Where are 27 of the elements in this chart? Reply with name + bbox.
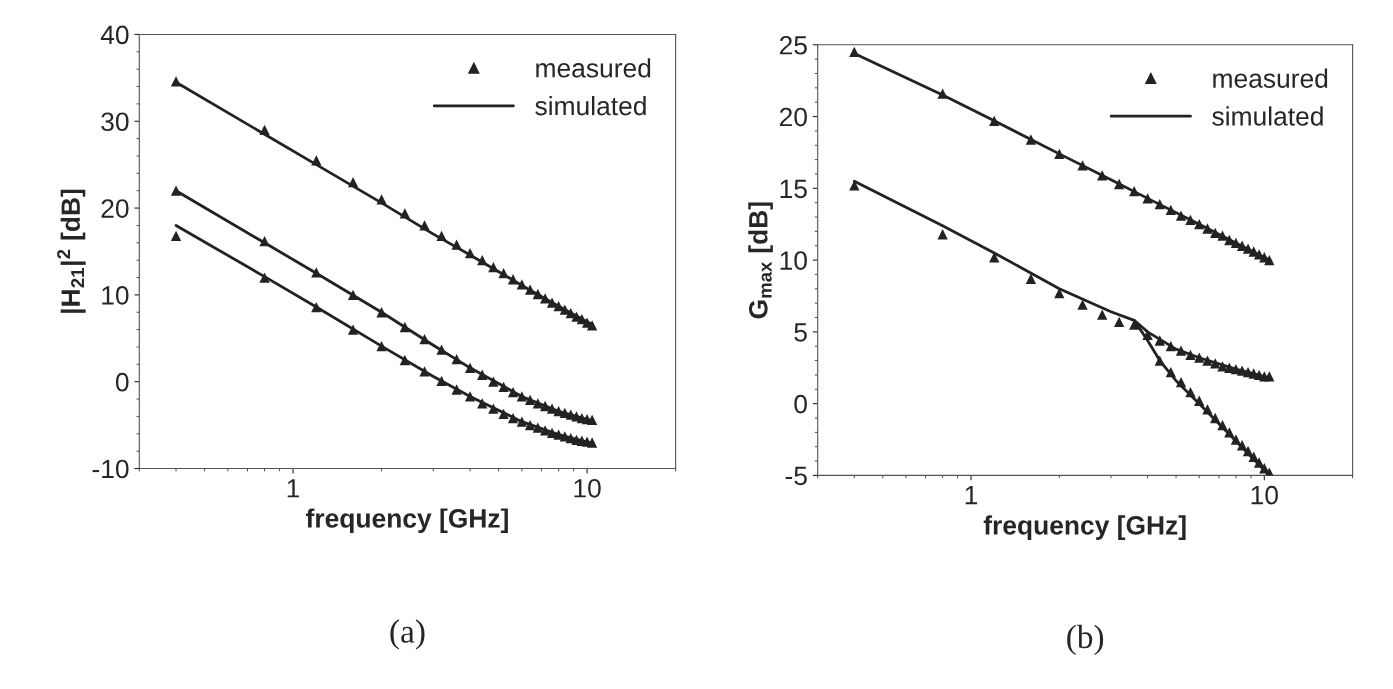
y-tick-label: -5 bbox=[785, 466, 807, 486]
y-tick-label: 15 bbox=[780, 179, 807, 199]
y-tick-label: 20 bbox=[101, 199, 129, 218]
y-tick-label: -10 bbox=[92, 459, 129, 479]
y-tick-label: 30 bbox=[101, 112, 129, 132]
y-tick-label: 5 bbox=[794, 323, 807, 342]
x-axis-title: frequency [GHz] bbox=[306, 508, 508, 533]
y-tick-label: 40 bbox=[100, 25, 129, 45]
y-tick-label: 0 bbox=[115, 372, 129, 392]
y-tick-label: 20 bbox=[779, 107, 807, 127]
x-tick-label: 10 bbox=[574, 478, 601, 498]
y-tick-label: 0 bbox=[794, 394, 807, 414]
text: (b) bbox=[1067, 624, 1104, 656]
x-tick-label: 10 bbox=[1251, 485, 1278, 505]
x-axis-title: frequency [GHz] bbox=[983, 515, 1186, 540]
x-tick-label: 1 bbox=[287, 479, 300, 498]
y-tick-label: 10 bbox=[102, 286, 129, 305]
legend-label: simulated bbox=[535, 95, 646, 116]
legend-label: simulated bbox=[1212, 106, 1323, 126]
y-axis-title: |H$_{21}$|$^{2}$ [dB] bbox=[57, 189, 86, 313]
legend-label: measured bbox=[536, 58, 651, 78]
y-tick-label: 25 bbox=[779, 35, 807, 55]
x-tick-label: 1 bbox=[965, 486, 978, 505]
text: (a) bbox=[390, 619, 425, 650]
legend-label: measured bbox=[1213, 68, 1328, 88]
y-axis-title: G$_{max}$ [dB] bbox=[748, 202, 773, 319]
y-tick-label: 10 bbox=[780, 251, 807, 270]
